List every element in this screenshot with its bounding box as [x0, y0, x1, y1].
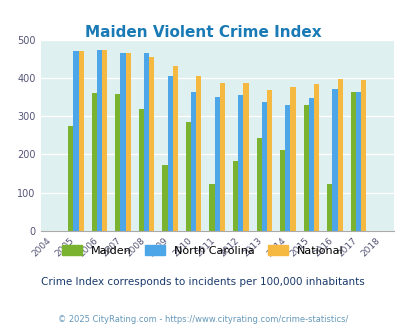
Bar — [290, 87, 295, 231]
Bar — [332, 88, 337, 231]
Bar — [102, 50, 107, 231]
Bar — [167, 76, 172, 231]
Bar — [238, 95, 243, 231]
Bar — [232, 161, 238, 231]
Bar — [355, 92, 360, 231]
Bar — [209, 184, 214, 231]
Bar — [214, 97, 219, 231]
Bar — [68, 126, 73, 231]
Bar — [256, 138, 261, 231]
Bar — [115, 94, 120, 231]
Bar — [285, 106, 290, 231]
Bar — [144, 52, 149, 231]
Bar — [191, 92, 196, 231]
Bar — [149, 57, 154, 231]
Bar — [337, 79, 342, 231]
Bar — [73, 51, 78, 231]
Text: © 2025 CityRating.com - https://www.cityrating.com/crime-statistics/: © 2025 CityRating.com - https://www.city… — [58, 315, 347, 324]
Text: Maiden Violent Crime Index: Maiden Violent Crime Index — [85, 25, 320, 40]
Bar — [219, 83, 224, 231]
Bar — [196, 76, 201, 231]
Bar — [120, 53, 125, 231]
Bar — [266, 90, 271, 231]
Bar — [185, 122, 191, 231]
Bar — [139, 109, 144, 231]
Bar — [326, 184, 332, 231]
Bar — [243, 83, 248, 231]
Bar — [308, 98, 313, 231]
Bar — [92, 93, 97, 231]
Bar — [78, 51, 83, 231]
Bar — [303, 105, 308, 231]
Legend: Maiden, North Carolina, National: Maiden, North Carolina, National — [58, 241, 347, 260]
Bar — [162, 165, 167, 231]
Bar — [261, 102, 266, 231]
Bar — [125, 53, 130, 231]
Bar — [360, 80, 365, 231]
Bar — [97, 50, 102, 231]
Bar — [172, 66, 177, 231]
Text: Crime Index corresponds to incidents per 100,000 inhabitants: Crime Index corresponds to incidents per… — [41, 278, 364, 287]
Bar — [279, 150, 285, 231]
Bar — [350, 92, 355, 231]
Bar — [313, 84, 318, 231]
